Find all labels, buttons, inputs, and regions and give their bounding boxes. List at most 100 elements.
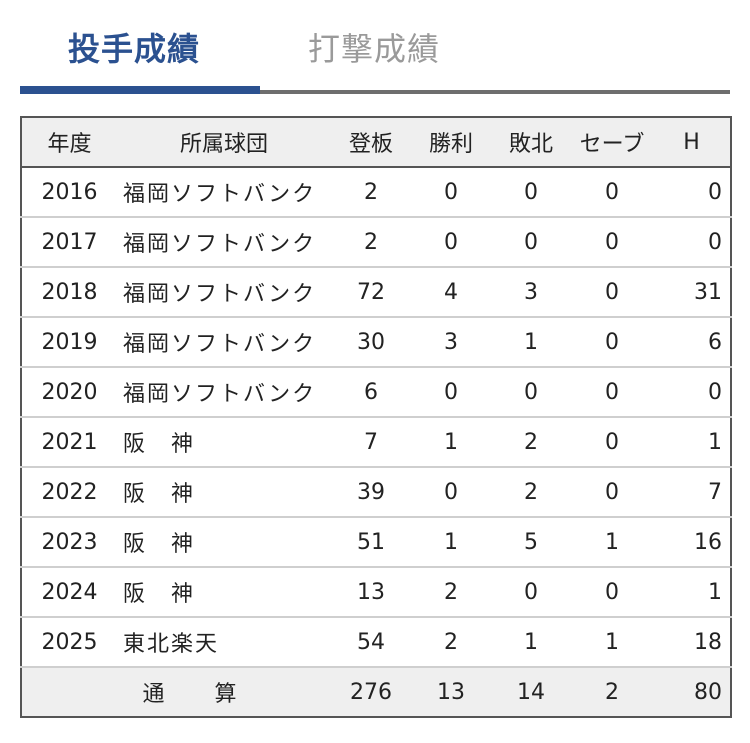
total-wins: 13 xyxy=(411,666,491,717)
cell-wins: 3 xyxy=(411,317,491,368)
cell-holds: 6 xyxy=(653,317,731,368)
table-row: 2024 阪 神 13 2 0 0 1 xyxy=(21,567,731,618)
cell-team: 福岡ソフトバンク xyxy=(117,167,331,218)
cell-holds: 18 xyxy=(653,617,731,668)
cell-losses: 0 xyxy=(491,167,571,218)
cell-team: 福岡ソフトバンク xyxy=(117,267,331,318)
cell-wins: 0 xyxy=(411,217,491,268)
table-row: 2023 阪 神 51 1 5 1 16 xyxy=(21,517,731,568)
cell-wins: 0 xyxy=(411,167,491,218)
cell-holds: 0 xyxy=(653,367,731,418)
tab-underline xyxy=(20,90,730,94)
cell-year: 2025 xyxy=(21,617,117,668)
cell-team: 阪 神 xyxy=(117,567,331,618)
table-row: 2016 福岡ソフトバンク 2 0 0 0 0 xyxy=(21,167,731,218)
cell-saves: 0 xyxy=(571,167,653,218)
table-row: 2018 福岡ソフトバンク 72 4 3 0 31 xyxy=(21,267,731,318)
header-saves: セーブ xyxy=(571,117,653,168)
cell-team: 阪 神 xyxy=(117,467,331,518)
cell-wins: 2 xyxy=(411,617,491,668)
cell-holds: 0 xyxy=(653,217,731,268)
cell-holds: 0 xyxy=(653,167,731,218)
header-games: 登板 xyxy=(331,117,411,168)
table-row: 2022 阪 神 39 0 2 0 7 xyxy=(21,467,731,518)
header-year: 年度 xyxy=(21,117,117,168)
cell-team: 福岡ソフトバンク xyxy=(117,317,331,368)
cell-team: 福岡ソフトバンク xyxy=(117,367,331,418)
cell-saves: 0 xyxy=(571,467,653,518)
table-row: 2017 福岡ソフトバンク 2 0 0 0 0 xyxy=(21,217,731,268)
cell-losses: 0 xyxy=(491,367,571,418)
table-row: 2025 東北楽天 54 2 1 1 18 xyxy=(21,617,731,668)
cell-games: 51 xyxy=(331,517,411,568)
cell-saves: 0 xyxy=(571,417,653,468)
cell-games: 6 xyxy=(331,367,411,418)
table-row: 2019 福岡ソフトバンク 30 3 1 0 6 xyxy=(21,317,731,368)
total-label: 通 算 xyxy=(21,666,331,717)
cell-games: 7 xyxy=(331,417,411,468)
cell-losses: 5 xyxy=(491,517,571,568)
cell-wins: 2 xyxy=(411,567,491,618)
cell-games: 72 xyxy=(331,267,411,318)
cell-saves: 0 xyxy=(571,317,653,368)
cell-year: 2017 xyxy=(21,217,117,268)
cell-holds: 1 xyxy=(653,417,731,468)
cell-holds: 7 xyxy=(653,467,731,518)
cell-team: 福岡ソフトバンク xyxy=(117,217,331,268)
cell-year: 2024 xyxy=(21,567,117,618)
cell-holds: 1 xyxy=(653,567,731,618)
total-row: 通 算 276 13 14 2 80 xyxy=(21,666,731,717)
header-team: 所属球団 xyxy=(117,117,331,168)
cell-team: 東北楽天 xyxy=(117,617,331,668)
cell-wins: 1 xyxy=(411,517,491,568)
cell-wins: 1 xyxy=(411,417,491,468)
tab-pitching[interactable]: 投手成績 xyxy=(68,30,201,68)
cell-games: 2 xyxy=(331,217,411,268)
cell-games: 2 xyxy=(331,167,411,218)
header-losses: 敗北 xyxy=(491,117,571,168)
tab-batting[interactable]: 打撃成績 xyxy=(308,30,441,68)
table-row: 2020 福岡ソフトバンク 6 0 0 0 0 xyxy=(21,367,731,418)
cell-saves: 1 xyxy=(571,517,653,568)
cell-losses: 2 xyxy=(491,467,571,518)
cell-wins: 0 xyxy=(411,467,491,518)
cell-losses: 0 xyxy=(491,567,571,618)
total-saves: 2 xyxy=(571,666,653,717)
cell-games: 30 xyxy=(331,317,411,368)
cell-saves: 0 xyxy=(571,217,653,268)
cell-year: 2016 xyxy=(21,167,117,218)
pitching-stats-table: 年度 所属球団 登板 勝利 敗北 セーブ H 2016 福岡ソフトバンク 2 0 0 0 0… xyxy=(20,116,732,718)
stats-tabs: 投手成績 打撃成績 xyxy=(20,0,730,94)
cell-losses: 1 xyxy=(491,617,571,668)
cell-holds: 16 xyxy=(653,517,731,568)
cell-saves: 0 xyxy=(571,367,653,418)
cell-games: 54 xyxy=(331,617,411,668)
cell-losses: 1 xyxy=(491,317,571,368)
header-holds: H xyxy=(653,117,731,168)
total-losses: 14 xyxy=(491,666,571,717)
total-holds: 80 xyxy=(653,666,731,717)
cell-games: 39 xyxy=(331,467,411,518)
cell-year: 2020 xyxy=(21,367,117,418)
cell-wins: 4 xyxy=(411,267,491,318)
cell-losses: 0 xyxy=(491,217,571,268)
cell-team: 阪 神 xyxy=(117,417,331,468)
cell-team: 阪 神 xyxy=(117,517,331,568)
total-games: 276 xyxy=(331,666,411,717)
cell-losses: 2 xyxy=(491,417,571,468)
cell-year: 2019 xyxy=(21,317,117,368)
cell-year: 2023 xyxy=(21,517,117,568)
cell-games: 13 xyxy=(331,567,411,618)
table-body: 2016 福岡ソフトバンク 2 0 0 0 0 2017 福岡ソフトバンク 2 0 0 0 0 2018 福岡… xyxy=(21,167,731,668)
cell-year: 2018 xyxy=(21,267,117,318)
cell-wins: 0 xyxy=(411,367,491,418)
header-wins: 勝利 xyxy=(411,117,491,168)
cell-saves: 0 xyxy=(571,567,653,618)
cell-losses: 3 xyxy=(491,267,571,318)
cell-year: 2021 xyxy=(21,417,117,468)
cell-saves: 1 xyxy=(571,617,653,668)
active-tab-indicator xyxy=(20,86,260,94)
cell-saves: 0 xyxy=(571,267,653,318)
cell-year: 2022 xyxy=(21,467,117,518)
